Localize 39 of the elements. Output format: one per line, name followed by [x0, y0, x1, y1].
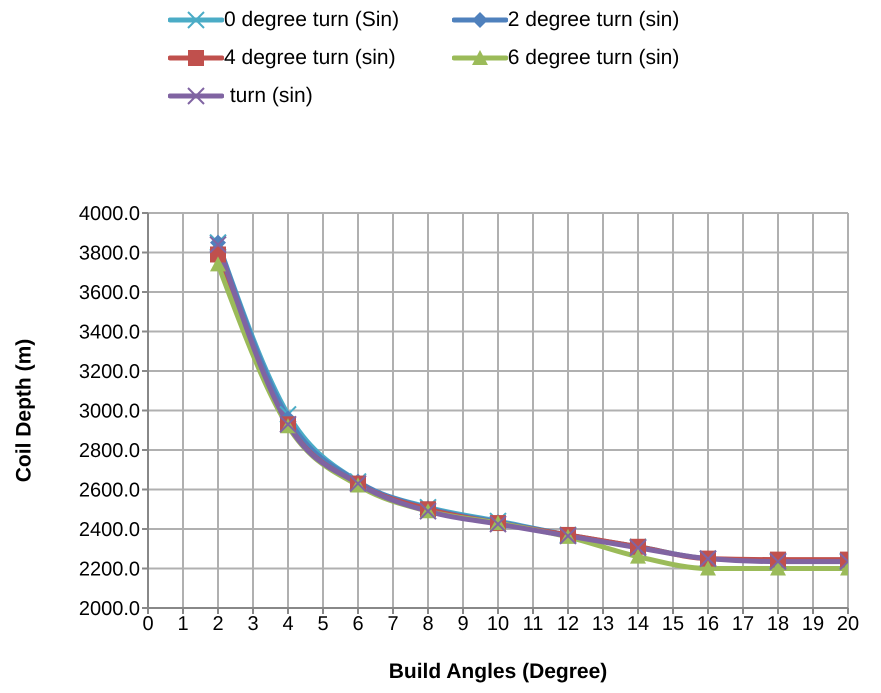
legend-label: 0 degree turn (Sin) [224, 8, 400, 32]
x-tick-label: 16 [696, 613, 720, 636]
x-tick-label: 5 [317, 613, 329, 636]
x-axis-title: Build Angles (Degree) [388, 660, 608, 683]
legend-label: turn (sin) [228, 84, 313, 108]
x-tick-label: 10 [486, 613, 510, 636]
x-tick-label: 20 [836, 613, 860, 636]
y-tick-label: 3000.0 [78, 400, 140, 423]
x-tick-label: 11 [522, 613, 544, 636]
y-tick-label: 2400.0 [78, 519, 140, 542]
y-tick-label: 2600.0 [78, 480, 140, 502]
y-axis-title: Coil Depth (m) [12, 338, 36, 482]
y-tick-label: 3800.0 [78, 242, 140, 265]
y-tick-label: 3400.0 [78, 322, 140, 344]
x-tick-label: 19 [802, 613, 824, 636]
x-tick-label: 12 [556, 613, 580, 636]
y-tick-label: 2800.0 [78, 440, 140, 462]
x-tick-label: 0 [142, 613, 154, 636]
y-tick-label: 4000.0 [78, 203, 140, 226]
x-tick-label: 3 [247, 613, 259, 636]
y-tick-label: 2000.0 [78, 598, 140, 620]
x-tick-label: 15 [662, 613, 684, 636]
legend-label: 2 degree turn (sin) [508, 8, 680, 32]
x-tick-label: 13 [592, 613, 614, 636]
x-tick-label: 6 [352, 613, 364, 636]
x-tick-label: 4 [282, 613, 294, 636]
x-tick-label: 9 [457, 613, 469, 636]
legend-label: 6 degree turn (sin) [508, 46, 680, 70]
y-tick-label: 3200.0 [78, 361, 140, 384]
x-tick-label: 18 [766, 613, 790, 636]
x-tick-label: 1 [177, 613, 189, 636]
x-tick-label: 8 [422, 613, 434, 636]
y-tick-label: 2200.0 [78, 558, 140, 581]
x-tick-label: 2 [212, 613, 224, 636]
y-tick-label: 3600.0 [78, 282, 140, 304]
x-tick-label: 14 [626, 613, 650, 636]
x-tick-label: 17 [732, 613, 754, 636]
x-tick-label: 7 [387, 613, 399, 636]
legend-label: 4 degree turn (sin) [224, 46, 396, 70]
